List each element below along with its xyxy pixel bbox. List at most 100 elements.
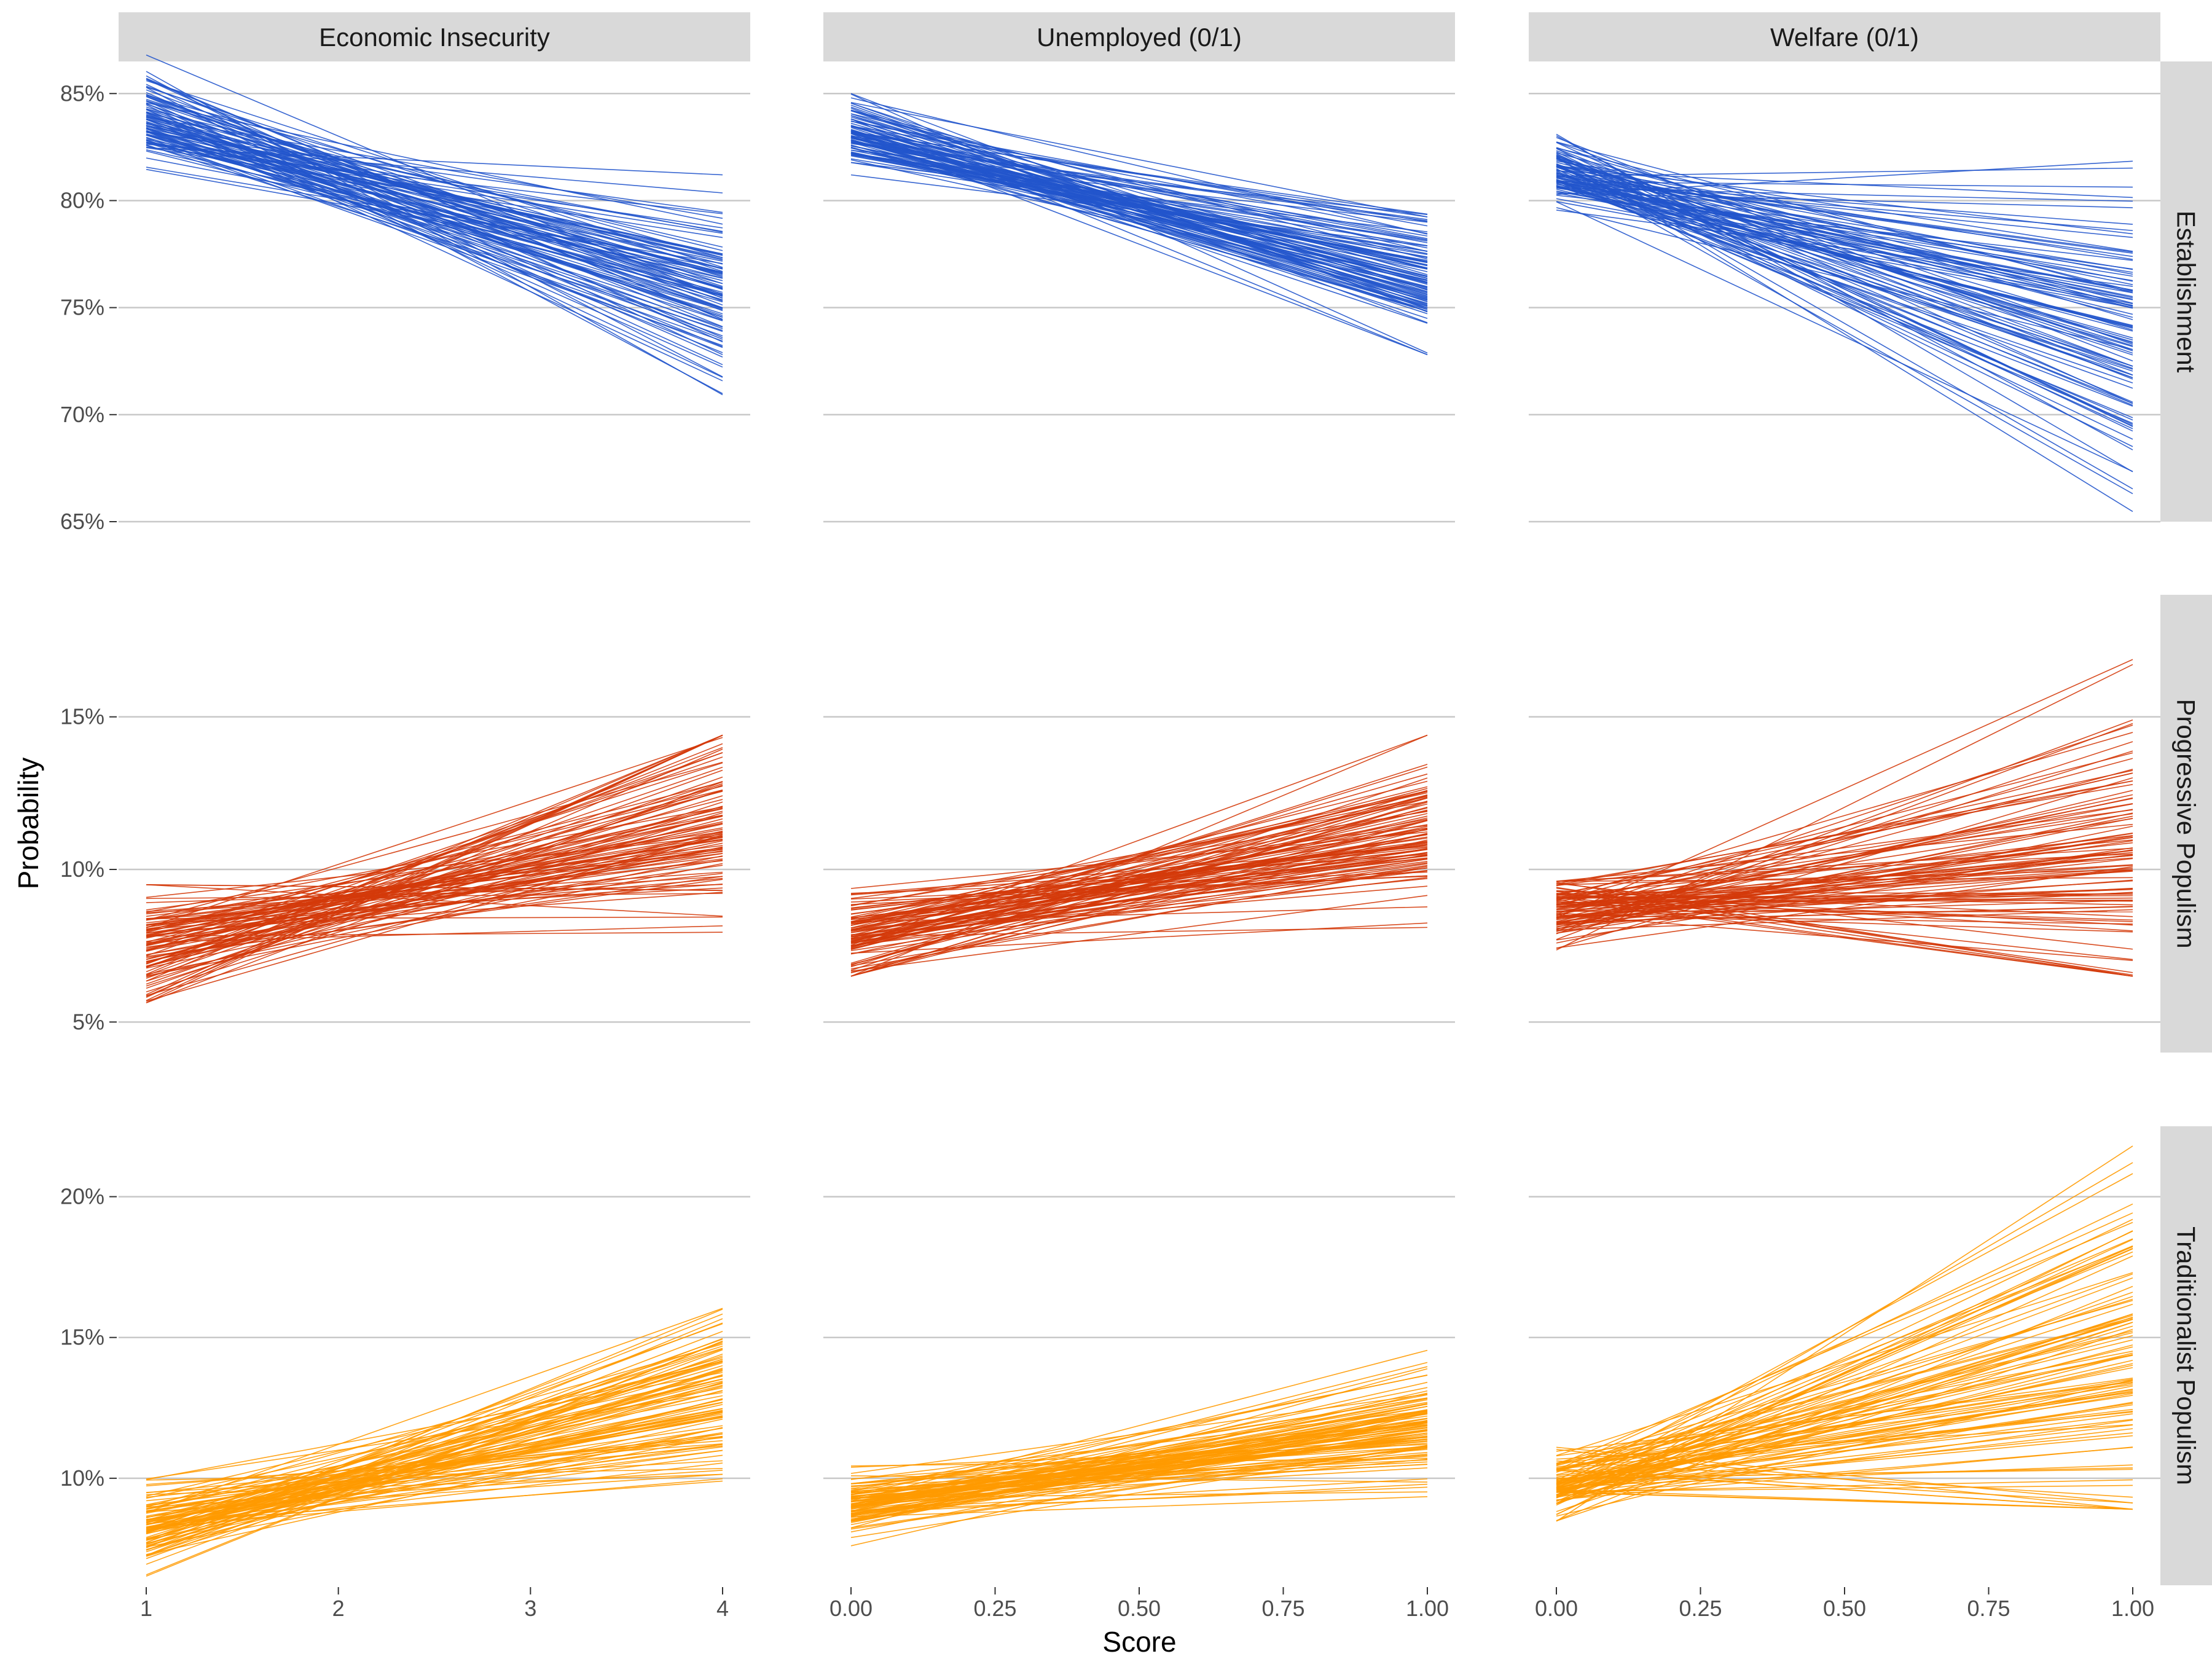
draw-line (1556, 834, 2133, 902)
draw-line (146, 1432, 723, 1526)
draw-line (850, 144, 1428, 278)
draw-line (146, 103, 723, 312)
draw-line (1556, 1332, 2133, 1472)
x-tick-label: 0.25 (973, 1596, 1016, 1621)
draw-line (1556, 1218, 2133, 1496)
draw-line (146, 144, 723, 331)
x-tick-label: 4 (716, 1596, 729, 1621)
draw-line (1556, 1424, 2133, 1489)
draw-line (146, 131, 723, 213)
draw-line (146, 734, 723, 1003)
draw-line (1556, 1292, 2133, 1496)
draw-line (850, 1459, 1428, 1487)
draw-line (1556, 1322, 2133, 1504)
panel-3-2 (823, 1196, 1455, 1547)
y-tick-label: 15% (60, 1325, 104, 1350)
draw-line (146, 863, 723, 976)
draw-line (850, 110, 1428, 275)
draw-line (146, 747, 723, 968)
x-tick-label: 1.00 (1406, 1596, 1449, 1621)
draw-line (1556, 1446, 2133, 1497)
y-tick-label: 10% (60, 857, 104, 882)
draw-line (146, 812, 723, 993)
draw-line (850, 128, 1428, 312)
y-tick-label: 75% (60, 295, 104, 320)
draw-line (850, 877, 1428, 946)
draw-line (1556, 832, 2133, 920)
draw-line (1556, 1392, 2133, 1465)
draw-line (146, 734, 723, 975)
draw-line (1556, 1251, 2133, 1488)
draw-line (1556, 891, 2133, 895)
draw-line (146, 119, 723, 353)
draw-line (850, 852, 1428, 931)
draw-line (146, 789, 723, 931)
draw-line (850, 1437, 1428, 1480)
draw-line (1556, 818, 2133, 910)
draw-line (1556, 1212, 2133, 1471)
draw-line (146, 887, 723, 919)
draw-line (1556, 1479, 2133, 1492)
draw-line (1556, 148, 2133, 427)
draw-line (146, 1411, 723, 1513)
draw-line (146, 1384, 723, 1531)
draw-line (850, 141, 1428, 262)
draw-line (146, 818, 723, 968)
draw-line (146, 1368, 723, 1545)
y-tick-label: 80% (60, 187, 104, 213)
draw-line (1556, 825, 2133, 944)
y-tick-label: 70% (60, 402, 104, 427)
draw-line (146, 71, 723, 396)
row-strips: Establishment Progressive Populism Traditi… (2160, 61, 2212, 1585)
draw-line (146, 815, 723, 944)
draw-line (1556, 912, 2133, 933)
draw-line (850, 818, 1428, 924)
draw-line (1556, 184, 2133, 383)
draw-line (1556, 1285, 2133, 1521)
y-axes: 65% 70% 75% 80% 85% 5% 10% 15% 10% 15% 20% (60, 80, 117, 1491)
draw-line (146, 855, 723, 975)
draw-line (146, 884, 723, 917)
draw-line (1556, 210, 2133, 287)
draw-line (1556, 758, 2133, 915)
draw-line (850, 1424, 1428, 1508)
draw-line (146, 1395, 723, 1510)
draw-line (146, 128, 723, 279)
draw-line (1556, 182, 2133, 372)
draw-line (146, 116, 723, 219)
draw-line (1556, 178, 2133, 424)
panel-2-1 (119, 716, 750, 1023)
x-tick-label: 1.00 (2111, 1596, 2154, 1621)
draw-line (146, 134, 723, 281)
draw-line (146, 1410, 723, 1507)
draw-line (1556, 157, 2133, 307)
draw-line (146, 737, 723, 928)
draw-line (146, 830, 723, 962)
x-tick-label: 1 (140, 1596, 152, 1621)
draw-line (1556, 1382, 2133, 1485)
panel-1-3 (1529, 93, 2160, 523)
draw-line (1556, 866, 2133, 949)
draw-line (146, 142, 723, 310)
draw-line (1556, 167, 2133, 177)
draw-line (146, 806, 723, 982)
draw-line (1556, 175, 2133, 254)
draw-line (146, 84, 723, 355)
draw-line (850, 149, 1428, 215)
draw-line (850, 1448, 1428, 1508)
draw-line (1556, 1145, 2133, 1522)
draw-line (146, 892, 723, 933)
draw-line (146, 836, 723, 962)
draw-line (1556, 1404, 2133, 1491)
draw-line (850, 158, 1428, 255)
draw-line (1556, 186, 2133, 326)
x-tick-label: 0.50 (1118, 1596, 1161, 1621)
draw-line (1556, 172, 2133, 378)
draw-line (1556, 900, 2133, 903)
draw-line (1556, 812, 2133, 934)
draw-line (1556, 797, 2133, 922)
draw-line (1556, 857, 2133, 900)
draw-line (1556, 1432, 2133, 1489)
x-tick-label: 0.75 (1261, 1596, 1304, 1621)
y-tick-label: 65% (60, 509, 104, 534)
